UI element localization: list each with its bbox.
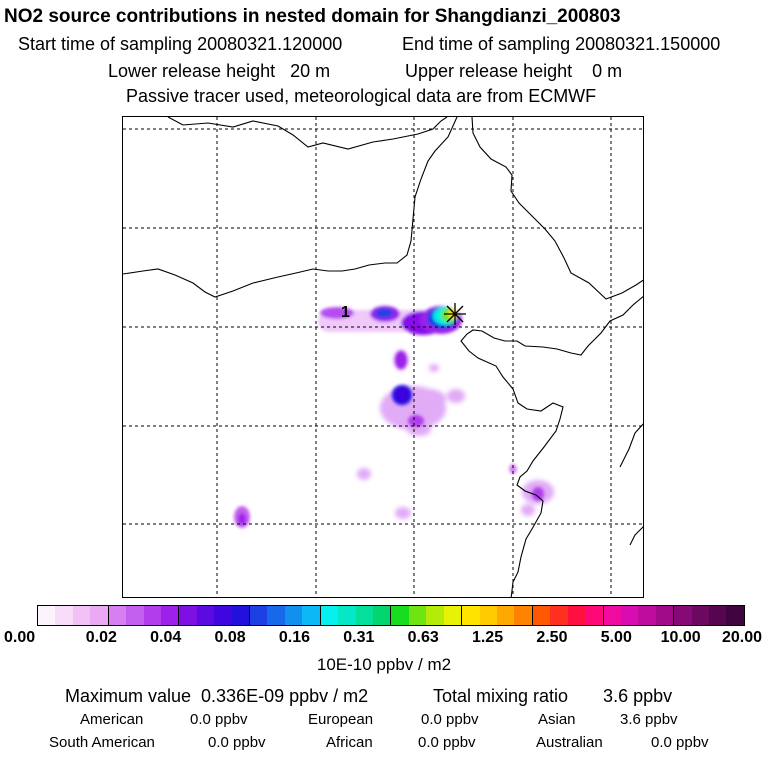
color-scale-swatch [214, 606, 232, 625]
color-scale-swatch [726, 606, 744, 625]
color-scale-swatch [284, 606, 303, 625]
color-scale-swatch [655, 606, 675, 625]
color-scale-tick-label: 0.04 [150, 629, 182, 646]
color-scale-swatch [38, 606, 56, 625]
page-title: NO2 source contributions in nested domai… [4, 6, 621, 27]
color-scale-swatch [638, 606, 656, 625]
color-scale-swatch [585, 606, 604, 625]
end-time-label: End time of sampling 20080321.150000 [402, 34, 721, 54]
color-scale-swatch [267, 606, 285, 625]
trajectory-marker-label: 1 [341, 304, 350, 321]
color-scale-swatch [709, 606, 727, 625]
color-scale-swatch [479, 606, 497, 625]
color-scale-swatch [567, 606, 586, 625]
color-scale-swatch [373, 606, 392, 625]
color-scale-tick-label: 0.02 [85, 629, 117, 646]
color-scale-tick-label: 20.00 [721, 629, 762, 646]
region-value: 0.0 ppbv [418, 734, 476, 751]
color-scale-swatch [302, 606, 321, 625]
color-scale-swatch [55, 606, 73, 625]
color-scale-swatch [143, 606, 161, 625]
region-name: European [308, 711, 374, 728]
color-scale-tick-label: 5.00 [600, 629, 632, 646]
color-scale-swatch [514, 606, 533, 625]
color-scale-swatch [603, 606, 621, 625]
color-scale-bar [37, 605, 745, 626]
region-name: South American [49, 734, 155, 751]
lower-release-height: Lower release height 20 m [108, 61, 331, 81]
color-scale-swatch [179, 606, 197, 625]
region-value: 3.6 ppbv [620, 711, 678, 728]
color-scale-tick-label: 0.16 [278, 629, 311, 646]
color-scale-swatch [674, 606, 692, 625]
color-scale-tick-label: 0.00 [4, 629, 36, 646]
color-scale-tick-label: 0.31 [343, 629, 375, 646]
color-scale-swatch [160, 606, 180, 625]
color-scale-swatch [72, 606, 91, 625]
color-scale-swatch [496, 606, 515, 625]
color-scale-swatch [196, 606, 215, 625]
region-name: African [326, 734, 373, 751]
region-value: 0.0 ppbv [651, 734, 709, 751]
color-scale-swatch [355, 606, 374, 625]
region-name: American [80, 711, 144, 728]
color-scale-swatch [126, 606, 144, 625]
color-scale-swatch [108, 606, 127, 625]
color-scale-swatch [462, 606, 480, 625]
region-name: Australian [536, 734, 603, 751]
region-value: 0.0 ppbv [421, 711, 479, 728]
color-scale-swatch [320, 606, 339, 625]
color-scale-swatch [443, 606, 463, 625]
total-mixing-ratio: Total mixing ratio 3.6 ppbv [433, 686, 673, 706]
upper-release-height: Upper release height 0 m [405, 61, 623, 81]
release-site-marker[interactable] [444, 303, 466, 325]
start-time-label: Start time of sampling 20080321.120000 [18, 34, 343, 54]
color-scale-swatch [426, 606, 444, 625]
color-scale-tick-label: 0.63 [407, 629, 439, 646]
region-name: Asian [538, 711, 576, 728]
color-scale-tick-label: 2.50 [536, 629, 568, 646]
color-scale-swatch [231, 606, 251, 625]
color-scale-swatch [550, 606, 568, 625]
color-scale-units: 10E-10 ppbv / m2 [316, 655, 452, 674]
color-scale-swatch [250, 606, 268, 625]
color-scale-swatch [691, 606, 710, 625]
color-scale-swatch [620, 606, 639, 625]
color-scale-swatch [338, 606, 356, 625]
region-value: 0.0 ppbv [208, 734, 266, 751]
map-panel[interactable]: 1 [122, 116, 644, 598]
color-scale-swatch [391, 606, 409, 625]
coastline-layer [123, 117, 643, 597]
max-value: Maximum value 0.336E-09 ppbv / m2 [65, 686, 369, 706]
color-scale-swatch [532, 606, 551, 625]
color-scale-tick-label: 0.08 [214, 629, 246, 646]
color-scale-swatch [408, 606, 427, 625]
color-scale-tick-label: 1.25 [471, 629, 504, 646]
color-scale-swatch [90, 606, 109, 625]
concentration-field [234, 306, 554, 528]
color-scale-tick-label: 10.00 [660, 629, 701, 646]
tracer-note: Passive tracer used, meteorological data… [126, 86, 597, 106]
region-value: 0.0 ppbv [190, 711, 248, 728]
map-canvas: 1 [123, 117, 643, 597]
graticule [123, 117, 643, 597]
